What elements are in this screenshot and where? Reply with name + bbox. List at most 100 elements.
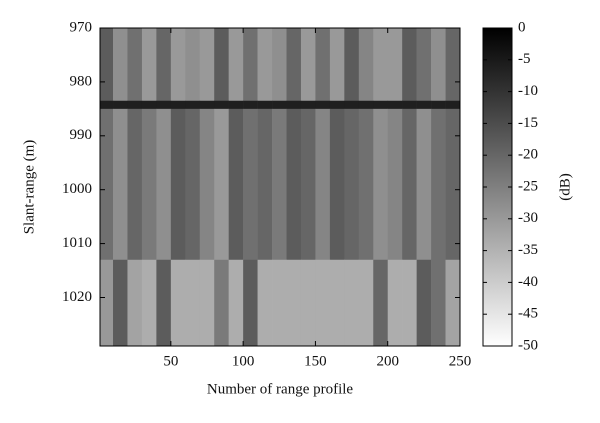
- heatmap-cell: [185, 108, 201, 261]
- heatmap-cell: [141, 259, 157, 347]
- y-tick-label: 990: [70, 127, 93, 143]
- heatmap-cell: [431, 259, 446, 347]
- heatmap-cell: [214, 100, 229, 110]
- heatmap-cell: [300, 108, 316, 261]
- y-tick-label: 980: [70, 73, 93, 89]
- heatmap-cell: [127, 28, 143, 102]
- heatmap-cell: [373, 28, 389, 102]
- y-tick-label: 1000: [62, 181, 92, 197]
- heatmap-cell: [416, 259, 432, 347]
- heatmap-cell: [300, 28, 316, 102]
- heatmap-cell: [344, 28, 360, 102]
- heatmap-cell: [373, 108, 389, 261]
- heatmap-cell: [100, 100, 114, 110]
- colorbar-label: (dB): [557, 173, 573, 201]
- colorbar-tick-label: -20: [518, 147, 538, 163]
- heatmap-cell: [445, 100, 461, 110]
- heatmap-cell: [100, 108, 114, 261]
- heatmap-cell: [257, 100, 273, 110]
- heatmap-cell: [243, 100, 258, 110]
- heatmap-cell: [243, 28, 258, 102]
- heatmap-cell: [257, 28, 273, 102]
- heatmap-cell: [199, 100, 215, 110]
- heatmap-cell: [329, 108, 345, 261]
- heatmap-cell: [257, 108, 273, 261]
- heatmap-cell: [185, 100, 201, 110]
- heatmap-cell: [300, 100, 316, 110]
- heatmap-cell: [113, 259, 128, 347]
- plot-frame: [99, 27, 461, 347]
- colorbar-tick-label: -50: [518, 337, 538, 353]
- heatmap-cell: [402, 108, 417, 261]
- heatmap-cell: [431, 28, 446, 102]
- heatmap-cell: [387, 108, 403, 261]
- heatmap-cell: [358, 108, 374, 261]
- heatmap-cell: [257, 259, 273, 347]
- heatmap-cell: [100, 259, 114, 347]
- y-tick-label: 1020: [62, 289, 92, 305]
- heatmap-cell: [170, 108, 186, 261]
- heatmap-cell: [329, 100, 345, 110]
- heatmap-cell: [344, 259, 360, 347]
- colorbar-tick-label: -5: [518, 51, 531, 67]
- heatmap-cell: [228, 259, 244, 347]
- heatmap-cell: [228, 100, 244, 110]
- heatmap-cell: [214, 28, 229, 102]
- x-tick-label: 100: [232, 353, 255, 369]
- heatmap-cell: [199, 108, 215, 261]
- colorbar-tick-label: -40: [518, 274, 538, 290]
- heatmap-cell: [373, 100, 389, 110]
- x-tick-label: 50: [163, 353, 178, 369]
- heatmap-cell: [315, 108, 331, 261]
- x-tick-label: 200: [376, 353, 399, 369]
- heatmap-cell: [402, 259, 417, 347]
- heatmap-cell: [272, 100, 287, 110]
- heatmap-cell: [315, 28, 331, 102]
- heatmap-cell: [445, 108, 461, 261]
- heatmap-cell: [127, 259, 143, 347]
- heatmap-cell: [272, 259, 287, 347]
- heatmap-cell: [358, 28, 374, 102]
- heatmap-cell: [185, 259, 201, 347]
- heatmap-cell: [214, 259, 229, 347]
- x-tick-label: 150: [304, 353, 327, 369]
- colorbar-tick-label: -25: [518, 178, 538, 194]
- heatmap-cell: [127, 100, 143, 110]
- heatmap-cell: [243, 259, 258, 347]
- heatmap-cell: [243, 108, 258, 261]
- heatmap-cell: [358, 100, 374, 110]
- heatmap-cell: [315, 259, 331, 347]
- heatmap-cell: [344, 100, 360, 110]
- heatmap-cell: [113, 108, 128, 261]
- heatmap-cell: [228, 28, 244, 102]
- heatmap-cell: [402, 28, 417, 102]
- heatmap-cell: [329, 28, 345, 102]
- heatmap-cell: [141, 100, 157, 110]
- colorbar-tick-label: -15: [518, 115, 538, 131]
- colorbar-tick-label: -35: [518, 242, 538, 258]
- heatmap-cell: [141, 28, 157, 102]
- colorbar-tick-label: -45: [518, 306, 538, 322]
- heatmap-cell: [416, 28, 432, 102]
- heatmap-cell: [431, 100, 446, 110]
- y-tick-label: 970: [70, 19, 93, 35]
- colorbar-tick-label: -30: [518, 210, 538, 226]
- heatmap-cell: [199, 28, 215, 102]
- heatmap-cell: [127, 108, 143, 261]
- heatmap-cell: [113, 28, 128, 102]
- heatmap-cell: [170, 28, 186, 102]
- y-tick-label: 1010: [62, 235, 92, 251]
- heatmap-cell: [387, 259, 403, 347]
- colorbar: [482, 27, 513, 347]
- heatmap-cell: [373, 259, 389, 347]
- colorbar-tick-label: -10: [518, 83, 538, 99]
- colorbar-tick-label: 0: [518, 19, 526, 35]
- heatmap-cell: [286, 259, 302, 347]
- y-axis-label: Slant-range (m): [21, 140, 37, 235]
- heatmap-cell: [416, 100, 432, 110]
- heatmap-cell: [156, 108, 172, 261]
- heatmap-cell: [286, 28, 302, 102]
- heatmap-cell: [100, 28, 114, 102]
- heatmap-cell: [113, 100, 128, 110]
